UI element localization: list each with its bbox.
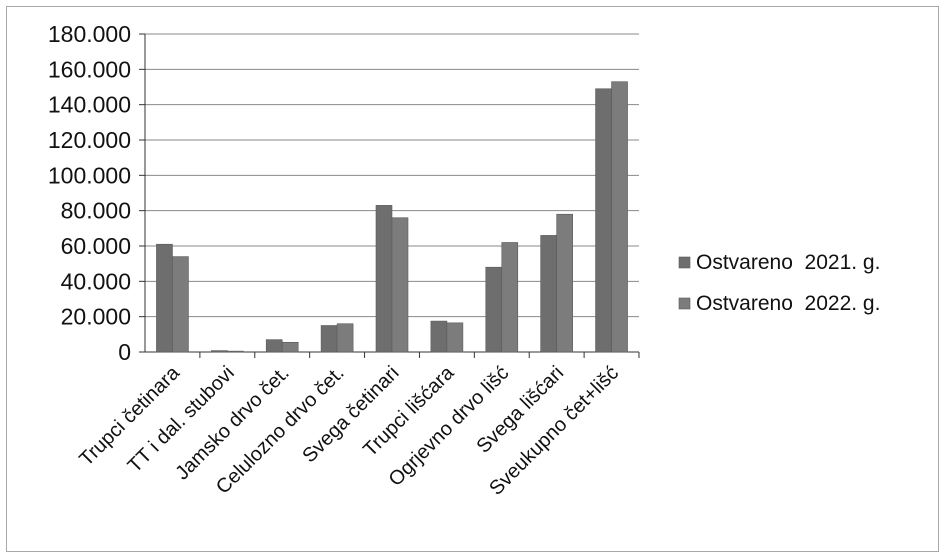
y-tick-label: 100.000 — [48, 162, 131, 188]
y-tick-label: 160.000 — [48, 56, 131, 82]
gridlines — [145, 33, 639, 318]
legend: Ostvareno 2021. g. Ostvareno 2022. g. — [678, 251, 880, 315]
bar-series2 — [556, 213, 573, 353]
bar-series1 — [595, 88, 612, 353]
category-label: Svega četinari — [298, 362, 403, 467]
bar-series2 — [446, 322, 464, 353]
bar-series2 — [391, 217, 409, 353]
bar-series2 — [227, 350, 244, 353]
bar-series1 — [211, 350, 228, 353]
chart-frame: 0 20.000 40.000 60.000 80.000 100.000 120.000 1… — [6, 6, 939, 552]
y-tick-label: 120.000 — [48, 127, 131, 153]
bar-series1 — [430, 320, 448, 353]
bar-series2 — [501, 242, 519, 353]
bar-series1 — [265, 339, 283, 353]
y-tick-labels: 0 20.000 40.000 60.000 80.000 100.000 120.000 1… — [48, 21, 131, 365]
legend-label: Ostvareno 2021. g. — [696, 251, 880, 274]
bar-chart: 0 20.000 40.000 60.000 80.000 100.000 120.000 1… — [48, 21, 881, 500]
bar-series1 — [156, 243, 173, 353]
legend-label: Ostvareno 2022. g. — [696, 292, 880, 315]
bar-series1 — [540, 235, 557, 353]
bar-series2 — [611, 81, 628, 353]
y-tick-label: 180.000 — [48, 21, 131, 47]
bar-series2 — [172, 256, 189, 353]
bar-series1 — [485, 266, 503, 353]
y-tick-label: 60.000 — [61, 233, 131, 259]
bar-series1 — [375, 205, 393, 353]
y-tick-label: 140.000 — [48, 92, 131, 118]
y-tick-label: 40.000 — [61, 268, 131, 294]
bars — [156, 81, 628, 353]
bar-series2 — [281, 341, 299, 353]
bar-series2 — [336, 323, 354, 353]
y-tick-label: 80.000 — [61, 198, 131, 224]
y-tick-label: 20.000 — [61, 304, 131, 330]
y-tick-label: 0 — [118, 339, 131, 365]
legend-swatch — [678, 256, 691, 269]
legend-swatch — [678, 297, 691, 310]
bar-series1 — [320, 325, 338, 353]
